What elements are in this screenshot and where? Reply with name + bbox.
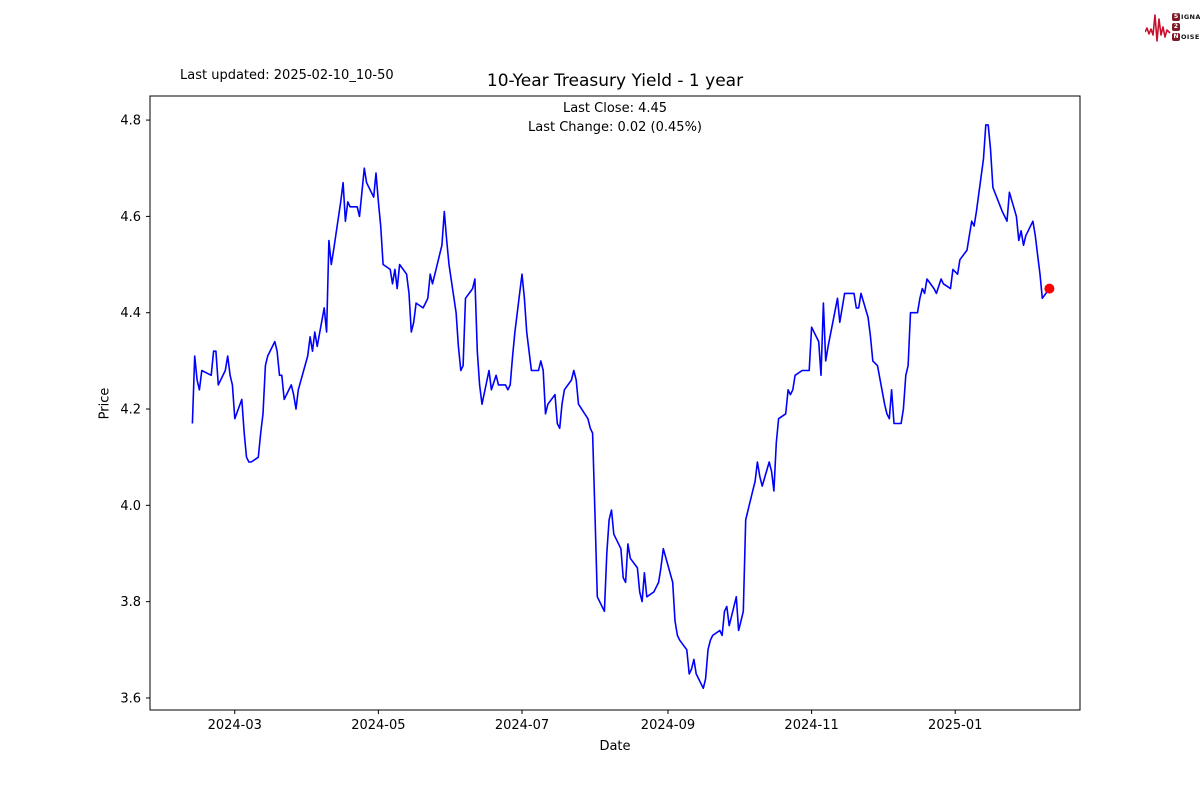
logo-text: S IGNAL 2 N OISE [1172,13,1200,41]
y-tick-label: 4.0 [120,499,141,514]
y-axis-label: Price [97,387,113,420]
heartbeat-waveform-icon [1145,14,1171,42]
last-point-marker [1044,283,1055,294]
chart-title: 10-Year Treasury Yield - 1 year [486,71,744,91]
logo-letter-n: N [1172,33,1180,41]
x-tick-label: 2025-01 [928,718,982,733]
y-tick-label: 4.2 [120,403,141,418]
y-tick-label: 3.8 [120,595,141,610]
x-axis-label: Date [599,739,631,754]
x-tick-label: 2024-03 [208,718,262,733]
y-tick-label: 4.8 [120,114,141,129]
last-change-text: Last Change: 0.02 (0.45%) [527,120,702,135]
logo-letter-s: S [1172,13,1180,21]
x-tick-label: 2024-05 [351,718,405,733]
signal2noise-logo: S IGNAL 2 N OISE [1145,4,1200,50]
logo-letter-2: 2 [1172,23,1180,31]
x-tick-label: 2024-07 [495,718,549,733]
last-updated-label: Last updated: 2025-02-10_10-50 [180,68,394,83]
x-tick-label: 2024-09 [641,718,695,733]
y-tick-label: 3.6 [120,691,141,706]
x-tick-label: 2024-11 [784,718,838,733]
y-tick-label: 4.6 [120,210,141,225]
last-close-text: Last Close: 4.45 [562,101,668,116]
chart-subtitle: Last Close: 4.45 Last Change: 0.02 (0.45… [150,99,1080,137]
y-tick-label: 4.4 [120,306,141,321]
plot-border [149,95,1081,711]
price-line [191,124,1051,690]
